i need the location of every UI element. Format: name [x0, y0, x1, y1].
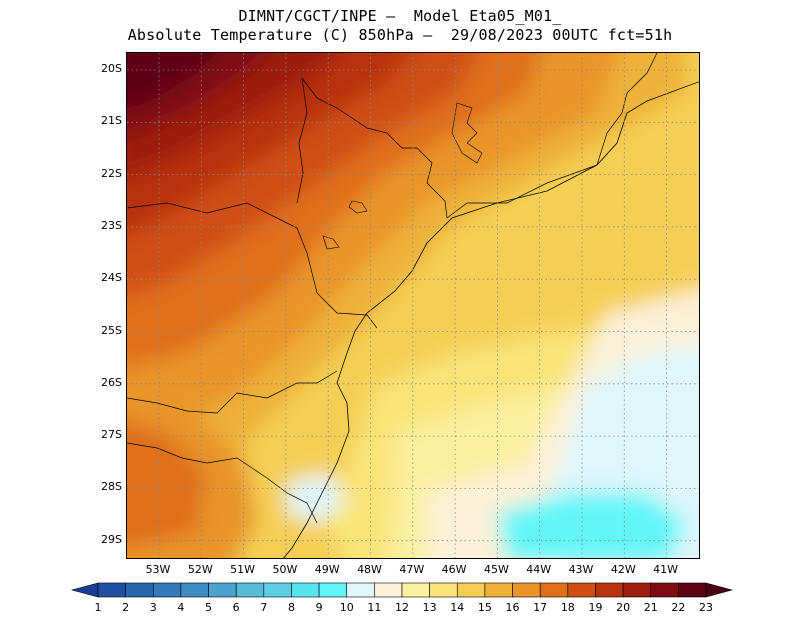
- longitude-label: 44W: [526, 563, 552, 576]
- colorbar-label: 11: [367, 601, 381, 614]
- longitude-label: 50W: [272, 563, 298, 576]
- colorbar-label: 2: [122, 601, 129, 614]
- colorbar-cell: [456, 582, 486, 598]
- graticule: [127, 53, 699, 558]
- colorbar-cell: [595, 582, 624, 598]
- colorbar-arrow-low: [70, 582, 99, 598]
- longitude-label: 49W: [314, 563, 340, 576]
- colorbar-cell: [374, 582, 403, 598]
- longitude-label: 53W: [145, 563, 171, 576]
- colorbar-label: 14: [450, 601, 464, 614]
- state-border-pr-sc: [127, 370, 338, 414]
- latitude-label: 29S: [101, 532, 122, 546]
- longitude-label: 47W: [399, 563, 425, 576]
- colorbar-cell: [291, 582, 320, 598]
- lake-reservoir: [348, 200, 368, 214]
- colorbar-cell: [263, 582, 292, 598]
- colorbar-cell: [401, 582, 430, 598]
- latitude-label: 24S: [101, 271, 122, 285]
- map-title-line-1: DIMNT/CGCT/INPE – Model Eta05_M01_: [238, 7, 562, 25]
- longitude-label: 41W: [653, 563, 679, 576]
- colorbar-arrow-high: [705, 582, 734, 598]
- colorbar-label: 10: [340, 601, 354, 614]
- temperature-map: [126, 52, 700, 559]
- colorbar-cell: [235, 582, 265, 598]
- latitude-label: 27S: [101, 428, 122, 442]
- colorbar-label: 4: [177, 601, 184, 614]
- lake-furnas: [451, 102, 483, 164]
- colorbar-label: 12: [395, 601, 409, 614]
- colorbar-cell: [97, 582, 126, 598]
- state-border-sp-mg: [301, 77, 448, 219]
- colorbar-cell: [208, 582, 237, 598]
- coastline: [283, 81, 699, 558]
- temperature-colorbar: 1 2 3 4 5 6 7 8 9 10 11 12 13 14 15 16 17 18 19 20 21 22 23: [70, 582, 734, 614]
- latitude-label: 22S: [101, 166, 122, 180]
- colorbar-cell: [539, 582, 569, 598]
- colorbar-label: 19: [588, 601, 602, 614]
- state-border-sc-rs: [127, 442, 318, 524]
- colorbar-cell: [678, 582, 707, 598]
- state-border-pr-sp: [127, 202, 378, 329]
- colorbar-label: 7: [260, 601, 267, 614]
- longitude-label: 46W: [441, 563, 467, 576]
- colorbar-label: 22: [671, 601, 685, 614]
- colorbar-cell: [650, 582, 679, 598]
- state-border-ms-sp: [296, 77, 308, 204]
- colorbar-cell: [567, 582, 596, 598]
- longitude-label: 42W: [610, 563, 636, 576]
- colorbar-label: 20: [616, 601, 630, 614]
- longitude-label: 51W: [230, 563, 256, 576]
- longitude-label: 43W: [568, 563, 594, 576]
- latitude-label: 20S: [101, 62, 122, 75]
- latitude-label: 25S: [101, 323, 122, 337]
- colorbar-cell: [429, 582, 458, 598]
- colorbar-label: 6: [233, 601, 240, 614]
- longitude-label: 52W: [187, 563, 213, 576]
- colorbar-label: 17: [533, 601, 547, 614]
- colorbar-cell: [152, 582, 182, 598]
- state-border-rj-mg: [446, 164, 598, 219]
- colorbar-label: 8: [288, 601, 295, 614]
- latitude-label: 21S: [101, 114, 122, 128]
- colorbar-label: 21: [644, 601, 658, 614]
- colorbar-label: 1: [95, 601, 102, 614]
- colorbar-label: 13: [423, 601, 437, 614]
- latitude-label: 26S: [101, 375, 122, 389]
- colorbar-cell: [622, 582, 652, 598]
- colorbar-label: 9: [316, 601, 323, 614]
- latitude-label: 28S: [101, 480, 122, 494]
- colorbar-label: 23: [699, 601, 713, 614]
- colorbar-cell: [125, 582, 154, 598]
- colorbar-label: 18: [561, 601, 575, 614]
- map-title-line-2: Absolute Temperature (C) 850hPa – 29/08/…: [127, 26, 673, 44]
- colorbar-cell: [346, 582, 375, 598]
- colorbar-cell: [484, 582, 513, 598]
- colorbar-cell: [512, 582, 541, 598]
- longitude-label: 48W: [357, 563, 382, 576]
- longitude-label: 45W: [483, 563, 509, 576]
- colorbar-label: 3: [150, 601, 157, 614]
- colorbar-cell: [180, 582, 209, 598]
- temperature-shading: [127, 53, 699, 558]
- colorbar-label: 15: [478, 601, 492, 614]
- colorbar-label: 16: [506, 601, 520, 614]
- latitude-label: 23S: [101, 218, 122, 232]
- colorbar-label: 5: [205, 601, 212, 614]
- colorbar-cell: [318, 582, 348, 598]
- lake-reservoir-2: [322, 235, 340, 250]
